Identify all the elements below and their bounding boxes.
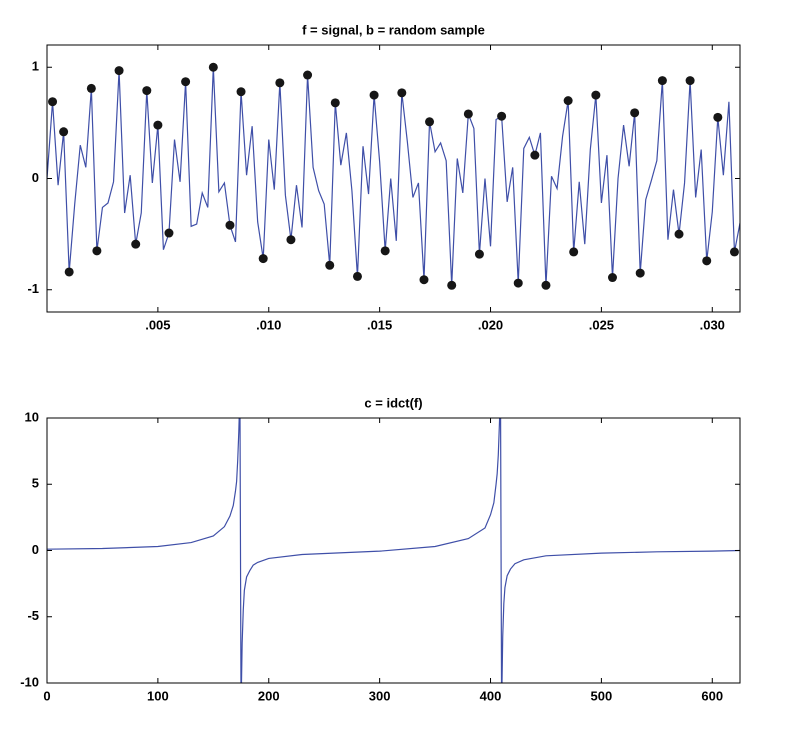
sample-point	[236, 87, 246, 97]
sample-point	[275, 78, 285, 88]
y-tick-label: 5	[32, 476, 39, 491]
sample-point	[92, 246, 102, 256]
sample-point	[48, 97, 58, 107]
chart-title: c = idct(f)	[364, 395, 422, 410]
axes-frame	[46, 44, 741, 313]
x-tick-label: 500	[591, 688, 613, 703]
sample-point	[635, 268, 645, 278]
sample-point	[463, 109, 473, 119]
sample-point	[64, 267, 74, 277]
sample-point	[258, 254, 268, 264]
y-tick-label: 0	[32, 170, 39, 185]
sample-point	[713, 112, 723, 122]
chart-title: f = signal, b = random sample	[302, 22, 485, 37]
x-tick-label: .005	[145, 317, 170, 332]
sample-point	[164, 228, 174, 238]
sample-point	[419, 275, 429, 285]
sample-point	[513, 278, 523, 288]
sample-point	[474, 249, 484, 259]
sample-point	[286, 235, 296, 245]
sample-point	[674, 229, 684, 239]
sample-point	[497, 111, 507, 121]
x-tick-label: .010	[256, 317, 281, 332]
sample-point	[630, 108, 640, 118]
sample-point	[447, 280, 457, 290]
x-tick-label: 200	[258, 688, 280, 703]
sample-point	[330, 98, 340, 108]
sample-point	[569, 247, 579, 257]
sample-point	[225, 220, 235, 230]
sample-point	[591, 90, 601, 100]
sample-point	[86, 83, 96, 93]
x-tick-label: 600	[701, 688, 723, 703]
sample-point	[153, 120, 163, 130]
x-tick-label: .015	[367, 317, 392, 332]
x-tick-label: .025	[589, 317, 614, 332]
x-tick-label: 0	[43, 688, 50, 703]
sample-point	[563, 96, 573, 106]
y-tick-label: -5	[27, 608, 39, 623]
y-tick-label: -10	[20, 674, 39, 689]
axes: f = signal, b = random sample .005 .010 .01…	[27, 22, 741, 332]
sample-point	[181, 77, 191, 87]
y-tick-label: 1	[32, 59, 39, 74]
sample-point	[729, 247, 739, 257]
sample-point	[657, 76, 667, 86]
sample-point	[380, 246, 390, 256]
y-tick-label: 0	[32, 542, 39, 557]
sample-point	[114, 66, 124, 76]
sample-point	[702, 256, 712, 266]
sample-point	[530, 150, 540, 160]
sample-point	[352, 271, 362, 281]
sample-point	[425, 117, 435, 127]
axes: c = idct(f) 0 100 200 300 400 500 600 -10 -5 0 5 10	[20, 395, 741, 703]
signal-line	[47, 418, 740, 683]
sample-point	[142, 86, 152, 96]
sample-point	[397, 88, 407, 98]
sample-point	[59, 127, 69, 137]
x-tick-label: .030	[700, 317, 725, 332]
sample-point	[369, 90, 379, 100]
x-tick-label: 100	[147, 688, 169, 703]
sample-point	[685, 76, 695, 86]
sample-point	[131, 239, 141, 249]
y-tick-label: 10	[25, 409, 39, 424]
sample-point	[208, 62, 218, 72]
x-tick-label: .020	[478, 317, 503, 332]
sample-point	[607, 273, 617, 283]
sample-point	[303, 70, 313, 80]
sample-point	[325, 260, 335, 270]
sample-point	[541, 280, 551, 290]
y-tick-label: -1	[27, 281, 39, 296]
x-tick-label: 300	[369, 688, 391, 703]
signal-line	[47, 67, 740, 286]
plot-area	[47, 45, 740, 312]
x-tick-label: 400	[480, 688, 502, 703]
axes-frame	[46, 417, 741, 684]
